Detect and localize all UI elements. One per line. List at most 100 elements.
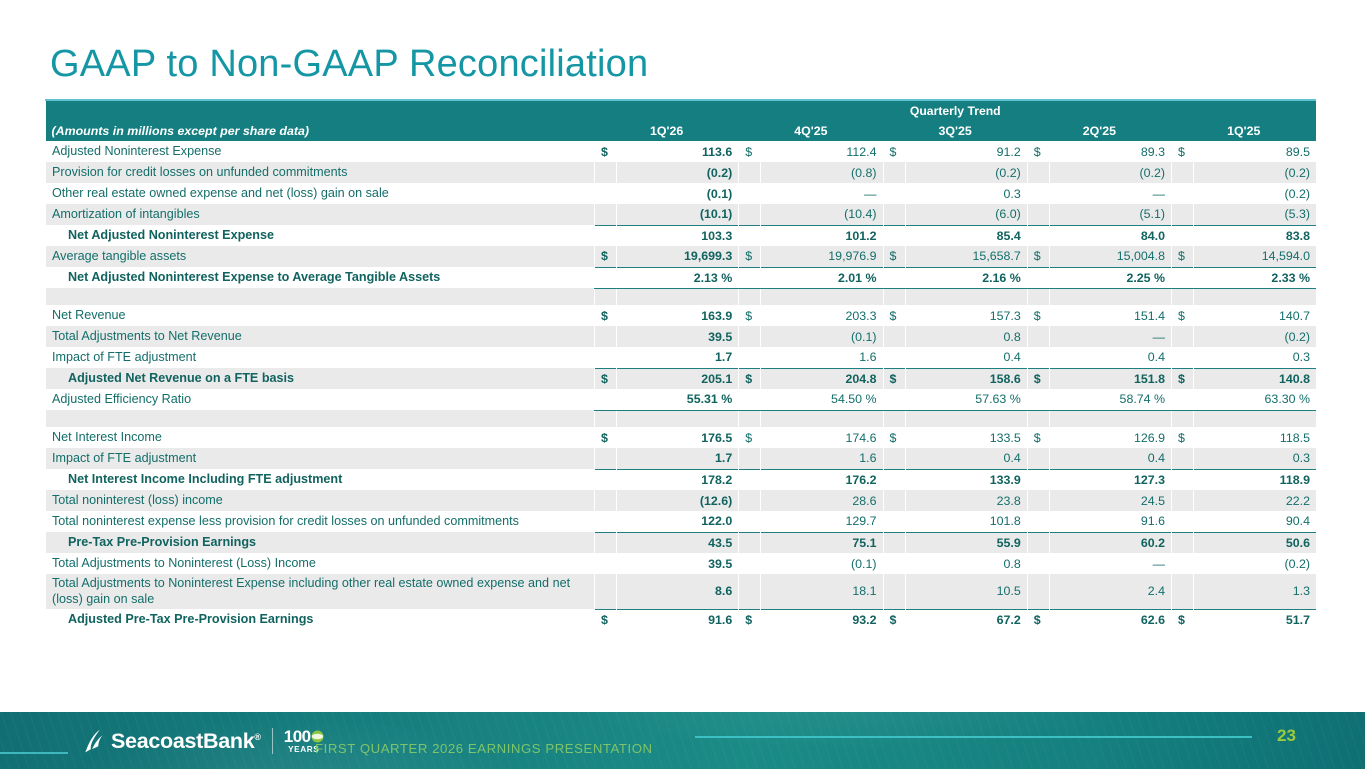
currency-symbol-cell — [594, 448, 617, 469]
row-label: Net Interest Income — [44, 427, 595, 448]
currency-symbol-cell — [594, 389, 617, 411]
currency-symbol-cell — [882, 490, 906, 511]
currency-symbol-cell: $ — [1026, 305, 1050, 326]
currency-symbol-cell: $ — [738, 246, 761, 267]
currency-symbol-cell — [1171, 389, 1194, 411]
currency-symbol-cell — [1171, 183, 1194, 204]
currency-symbol-cell — [738, 448, 761, 469]
value-cell: 113.6 — [616, 141, 739, 162]
spacer-cell — [1193, 410, 1316, 427]
currency-symbol-cell: $ — [882, 608, 906, 630]
value-cell: 50.6 — [1193, 531, 1316, 553]
brand-lockup: SeacoastBank® 100 YEARS — [82, 728, 324, 755]
row-label: Average tangible assets — [44, 246, 595, 267]
value-cell: 157.3 — [904, 305, 1028, 326]
value-cell: (0.2) — [616, 162, 739, 183]
value-cell: 89.5 — [1193, 141, 1316, 162]
spacer-cell — [882, 410, 906, 427]
value-cell: — — [1048, 183, 1172, 204]
value-cell: 122.0 — [616, 511, 739, 532]
row-label: Total noninterest (loss) income — [44, 490, 595, 511]
spacer-cell — [760, 410, 884, 427]
currency-symbol-cell: $ — [1026, 141, 1050, 162]
column-header-q2: 4Q'25 — [738, 120, 884, 141]
currency-symbol-cell — [882, 468, 906, 490]
reconciliation-table-wrapper: Quarterly Trend (Amounts in millions exc… — [44, 99, 1316, 630]
value-cell: 0.4 — [904, 448, 1028, 469]
value-cell: (10.4) — [760, 204, 884, 225]
currency-symbol-cell — [594, 347, 617, 368]
table-row: Total Adjustments to Net Revenue 39.5 (0.1… — [44, 326, 1316, 347]
seacoast-sail-icon — [85, 729, 103, 753]
spacer-cell — [594, 410, 617, 427]
value-cell: 0.4 — [904, 347, 1028, 368]
value-cell: 112.4 — [760, 141, 884, 162]
value-cell: 0.8 — [904, 553, 1028, 574]
spacer-cell — [738, 288, 761, 305]
value-cell: (5.1) — [1048, 204, 1172, 225]
row-label: Pre-Tax Pre-Provision Earnings — [44, 532, 595, 553]
currency-symbol-cell — [738, 531, 761, 553]
value-cell: (0.1) — [760, 553, 884, 574]
value-cell: 10.5 — [904, 574, 1028, 609]
row-label: Provision for credit losses on unfunded … — [44, 162, 595, 183]
currency-symbol-cell — [1026, 511, 1050, 532]
value-cell: 85.4 — [904, 224, 1028, 246]
value-cell: 90.4 — [1193, 511, 1316, 532]
globe-icon — [311, 730, 324, 743]
currency-symbol-cell — [738, 574, 761, 609]
currency-symbol-cell: $ — [1171, 305, 1194, 326]
currency-symbol-cell: $ — [594, 367, 617, 389]
value-cell: 101.2 — [760, 224, 884, 246]
spacer-cell — [594, 288, 617, 305]
value-cell: 91.2 — [904, 141, 1028, 162]
currency-symbol-cell: $ — [882, 367, 906, 389]
currency-symbol-cell — [1026, 204, 1050, 225]
currency-symbol-cell — [1026, 468, 1050, 490]
table-row: Net Adjusted Noninterest Expense 103.3 101… — [44, 224, 1316, 246]
value-cell: 174.6 — [760, 427, 884, 448]
value-cell: (0.1) — [760, 326, 884, 347]
spacer-cell — [760, 288, 884, 305]
value-cell: 19,976.9 — [760, 246, 884, 267]
value-cell: — — [760, 183, 884, 204]
spacer-cell — [1193, 288, 1316, 305]
table-row: Average tangible assets $19,699.3 $19,976.… — [44, 246, 1316, 267]
currency-symbol-cell — [594, 553, 617, 574]
column-header-q1: 1Q'26 — [594, 120, 739, 141]
currency-symbol-cell — [738, 347, 761, 368]
spacer-cell — [882, 288, 906, 305]
table-row: Adjusted Net Revenue on a FTE basis $205.… — [44, 367, 1316, 389]
value-cell: 39.5 — [616, 553, 739, 574]
value-cell: — — [1048, 553, 1172, 574]
column-header-q5: 1Q'25 — [1171, 120, 1316, 141]
currency-symbol-cell — [594, 224, 617, 246]
currency-symbol-cell: $ — [1171, 246, 1194, 267]
currency-symbol-cell — [1171, 347, 1194, 368]
row-label: Impact of FTE adjustment — [44, 448, 595, 469]
value-cell: 0.4 — [1048, 448, 1172, 469]
currency-symbol-cell — [882, 574, 906, 609]
value-cell: 67.2 — [904, 608, 1028, 630]
value-cell: 14,594.0 — [1193, 246, 1316, 267]
slide-footer: SeacoastBank® 100 YEARS FIRST QUARTER 20… — [0, 712, 1365, 769]
spacer-cell — [1048, 410, 1172, 427]
currency-symbol-cell: $ — [738, 427, 761, 448]
currency-symbol-cell: $ — [1171, 367, 1194, 389]
table-row: Adjusted Efficiency Ratio 55.31 % 54.50 % 5… — [44, 389, 1316, 411]
group-header-spacer — [45, 101, 595, 120]
value-cell: 89.3 — [1048, 141, 1172, 162]
table-row: Impact of FTE adjustment 1.7 1.6 0.4 0.4 0.3 — [44, 448, 1316, 469]
table-row: Provision for credit losses on unfunded … — [44, 162, 1316, 183]
value-cell: 0.3 — [1193, 347, 1316, 368]
value-cell: 103.3 — [616, 224, 739, 246]
value-cell: 84.0 — [1048, 224, 1172, 246]
value-cell: 2.4 — [1048, 574, 1172, 609]
currency-symbol-cell — [882, 553, 906, 574]
currency-symbol-cell — [1026, 490, 1050, 511]
value-cell: 151.8 — [1048, 367, 1172, 389]
currency-symbol-cell — [1171, 574, 1194, 609]
currency-symbol-cell — [594, 490, 617, 511]
table-row: Net Revenue $163.9 $203.3 $157.3 $151.4 $140.… — [44, 305, 1316, 326]
